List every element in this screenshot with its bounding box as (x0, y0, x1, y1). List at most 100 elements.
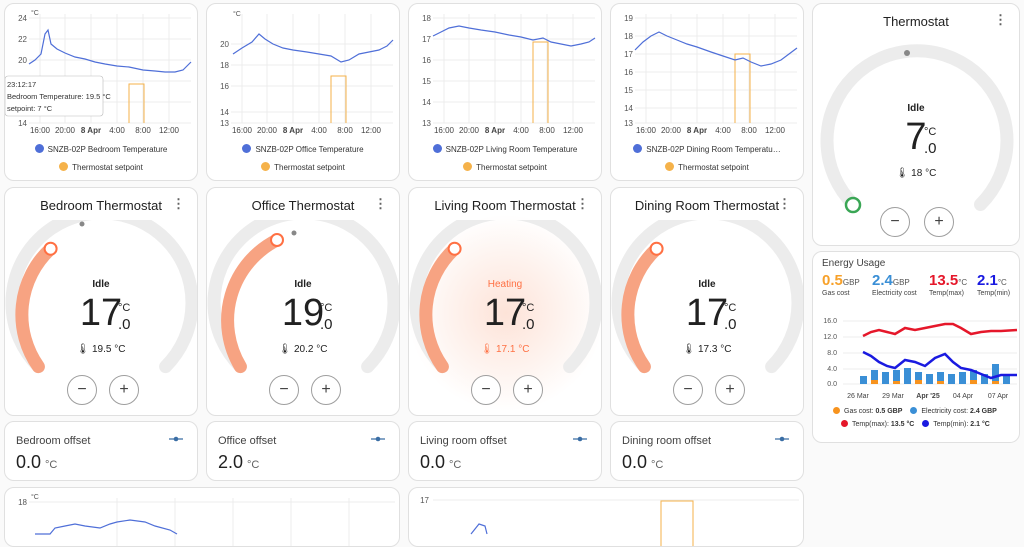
entity-value: 2.0 °C (218, 452, 259, 473)
x-tick: 8:00 (135, 126, 151, 135)
current-value: 20.2 °C (294, 344, 328, 355)
target-unit: °C (320, 302, 333, 314)
dial-track (409, 220, 601, 374)
legend-dot (665, 162, 675, 171)
history-chart[interactable]: °C 18 (5, 488, 400, 547)
x-tick: 16:00 (232, 126, 253, 135)
thermostat-card-living-room[interactable]: Living Room Thermostat ⋮ Heating 17 °C .… (408, 187, 602, 416)
card-title: Bedroom Thermostat (40, 198, 162, 213)
thermostat-dial[interactable] (611, 220, 804, 390)
stat-electricity[interactable]: 2.4GBP Electricity cost (872, 272, 917, 297)
x-tick: 20:00 (55, 126, 76, 135)
x-tick: 20:00 (257, 126, 278, 135)
value-number: 0.0 (420, 452, 446, 472)
thermostat-card-main[interactable]: Thermostat ⋮ Idle 7 °C .0 🌡 18 °C − + (812, 3, 1020, 246)
dial-fill (419, 242, 462, 374)
legend-item-setpoint[interactable]: Thermostat setpoint (409, 162, 601, 172)
legend-item-temperature[interactable]: SNZB-02P Living Room Temperature (409, 144, 601, 154)
x-tick: 12:00 (159, 126, 180, 135)
history-card-bottom-right[interactable]: 17 (408, 487, 804, 547)
legend-item-setpoint[interactable]: Thermostat setpoint (611, 162, 803, 172)
history-chart-dining-room[interactable]: 19 18 17 16 15 14 13 16:00 20:00 8 Apr 4… (611, 4, 804, 144)
current-value: 17.1 °C (496, 344, 530, 355)
legend-item-temp-min[interactable]: Temp(min): 2.1 °C (922, 420, 990, 428)
slider-icon[interactable] (371, 434, 385, 444)
decrease-button[interactable]: − (269, 375, 299, 405)
slider-icon[interactable] (573, 434, 587, 444)
thermostat-dial[interactable] (5, 220, 198, 390)
offset-card-office[interactable]: Office offset 2.0 °C (206, 421, 400, 481)
stat-label: Gas cost (822, 290, 850, 297)
legend-item-temp-max[interactable]: Temp(max): 13.5 °C (841, 420, 914, 428)
decrease-button[interactable]: − (471, 375, 501, 405)
increase-button[interactable]: + (715, 375, 745, 405)
more-menu-icon[interactable]: ⋮ (778, 196, 791, 211)
energy-chart[interactable]: 16.0 12.0 8.0 4.0 0.0 (813, 312, 1020, 412)
thermostat-dial[interactable] (409, 220, 602, 390)
history-card-bottom-left[interactable]: °C 18 (4, 487, 400, 547)
history-card-office[interactable]: °C 20 18 16 14 13 16:00 20:00 8 Apr 4:00… (206, 3, 400, 181)
dial-track (820, 44, 1014, 211)
thermostat-card-bedroom[interactable]: Bedroom Thermostat ⋮ Idle 17 °C .0 🌡 19.… (4, 187, 198, 416)
history-chart[interactable]: 17 (409, 488, 804, 547)
legend-item-setpoint[interactable]: Thermostat setpoint (207, 162, 399, 172)
thermostat-dial[interactable] (207, 220, 400, 390)
x-tick: 12:00 (563, 126, 584, 135)
legend-item-electricity[interactable]: Electricity cost: 2.4 GBP (910, 407, 997, 415)
temp-max-line (862, 322, 1018, 338)
more-menu-icon[interactable]: ⋮ (994, 12, 1007, 27)
legend-item-gas[interactable]: Gas cost: 0.5 GBP (833, 407, 902, 415)
temperature-line (35, 519, 178, 535)
target-unit: °C (522, 302, 535, 314)
elec-bar (904, 368, 911, 384)
history-card-dining-room[interactable]: 19 18 17 16 15 14 13 16:00 20:00 8 Apr 4… (610, 3, 804, 181)
legend-item-temperature[interactable]: SNZB-02P Dining Room Temperatu… (611, 144, 803, 154)
history-card-living-room[interactable]: 18 17 16 15 14 13 16:00 20:00 8 Apr 4:00… (408, 3, 602, 181)
entity-name: Living room offset (420, 435, 507, 447)
chart-unit: °C (31, 493, 39, 501)
slider-icon[interactable] (169, 434, 183, 444)
value-unit: °C (45, 459, 58, 471)
legend-item-temperature[interactable]: SNZB-02P Bedroom Temperature (5, 144, 197, 154)
thermostat-dial[interactable] (813, 34, 1020, 234)
legend-item-temperature[interactable]: SNZB-02P Office Temperature (207, 144, 399, 154)
history-chart-office[interactable]: °C 20 18 16 14 13 16:00 20:00 8 Apr 4:00… (207, 4, 400, 144)
target-int: 7 (905, 116, 927, 158)
current-temperature: 🌡 18 °C (813, 168, 1019, 179)
thermostat-card-office[interactable]: Office Thermostat ⋮ Idle 19 °C .0 🌡 20.2… (206, 187, 400, 416)
elec-bar (915, 372, 922, 384)
stat-label: Electricity cost (872, 290, 917, 297)
history-chart-living-room[interactable]: 18 17 16 15 14 13 16:00 20:00 8 Apr 4:00… (409, 4, 602, 144)
increase-button[interactable]: + (109, 375, 139, 405)
legend-item-setpoint[interactable]: Thermostat setpoint (5, 162, 197, 172)
slider-icon[interactable] (775, 434, 789, 444)
thermostat-card-dining-room[interactable]: Dining Room Thermostat ⋮ Idle 17 °C .0 🌡… (610, 187, 804, 416)
energy-usage-card[interactable]: Energy Usage 0.5GBP Gas cost 2.4GBP Elec… (812, 251, 1020, 443)
target-unit: °C (118, 302, 131, 314)
increase-button[interactable]: + (311, 375, 341, 405)
offset-card-living-room[interactable]: Living room offset 0.0 °C (408, 421, 602, 481)
stat-temp-max[interactable]: 13.5°C Temp(max) (929, 272, 967, 297)
stat-temp-min[interactable]: 2.1°C Temp(min) (977, 272, 1010, 297)
more-menu-icon[interactable]: ⋮ (576, 196, 589, 211)
offset-card-dining-room[interactable]: Dining room offset 0.0 °C (610, 421, 804, 481)
stat-gas[interactable]: 0.5GBP Gas cost (822, 272, 860, 297)
target-temperature: 17 °C .0 (5, 292, 197, 335)
increase-button[interactable]: + (924, 207, 954, 237)
more-menu-icon[interactable]: ⋮ (374, 196, 387, 211)
history-chart-bedroom[interactable]: °C 24 22 20 18 16 14 16:00 20:00 8 Apr 4… (5, 4, 198, 144)
increase-button[interactable]: + (513, 375, 543, 405)
more-menu-icon[interactable]: ⋮ (172, 196, 185, 211)
decrease-button[interactable]: − (67, 375, 97, 405)
stat-value: 2.4 (872, 272, 893, 289)
history-card-bedroom[interactable]: °C 24 22 20 18 16 14 16:00 20:00 8 Apr 4… (4, 3, 198, 181)
card-title: Living Room Thermostat (434, 198, 576, 213)
decrease-button[interactable]: − (880, 207, 910, 237)
temperature-line (634, 31, 798, 67)
stat-value: 13.5 (929, 272, 959, 289)
offset-card-bedroom[interactable]: Bedroom offset 0.0 °C (4, 421, 198, 481)
decrease-button[interactable]: − (673, 375, 703, 405)
gas-bar (937, 381, 944, 384)
y-tick: 18 (422, 14, 431, 23)
current-temperature: 🌡 17.1 °C (409, 344, 601, 355)
